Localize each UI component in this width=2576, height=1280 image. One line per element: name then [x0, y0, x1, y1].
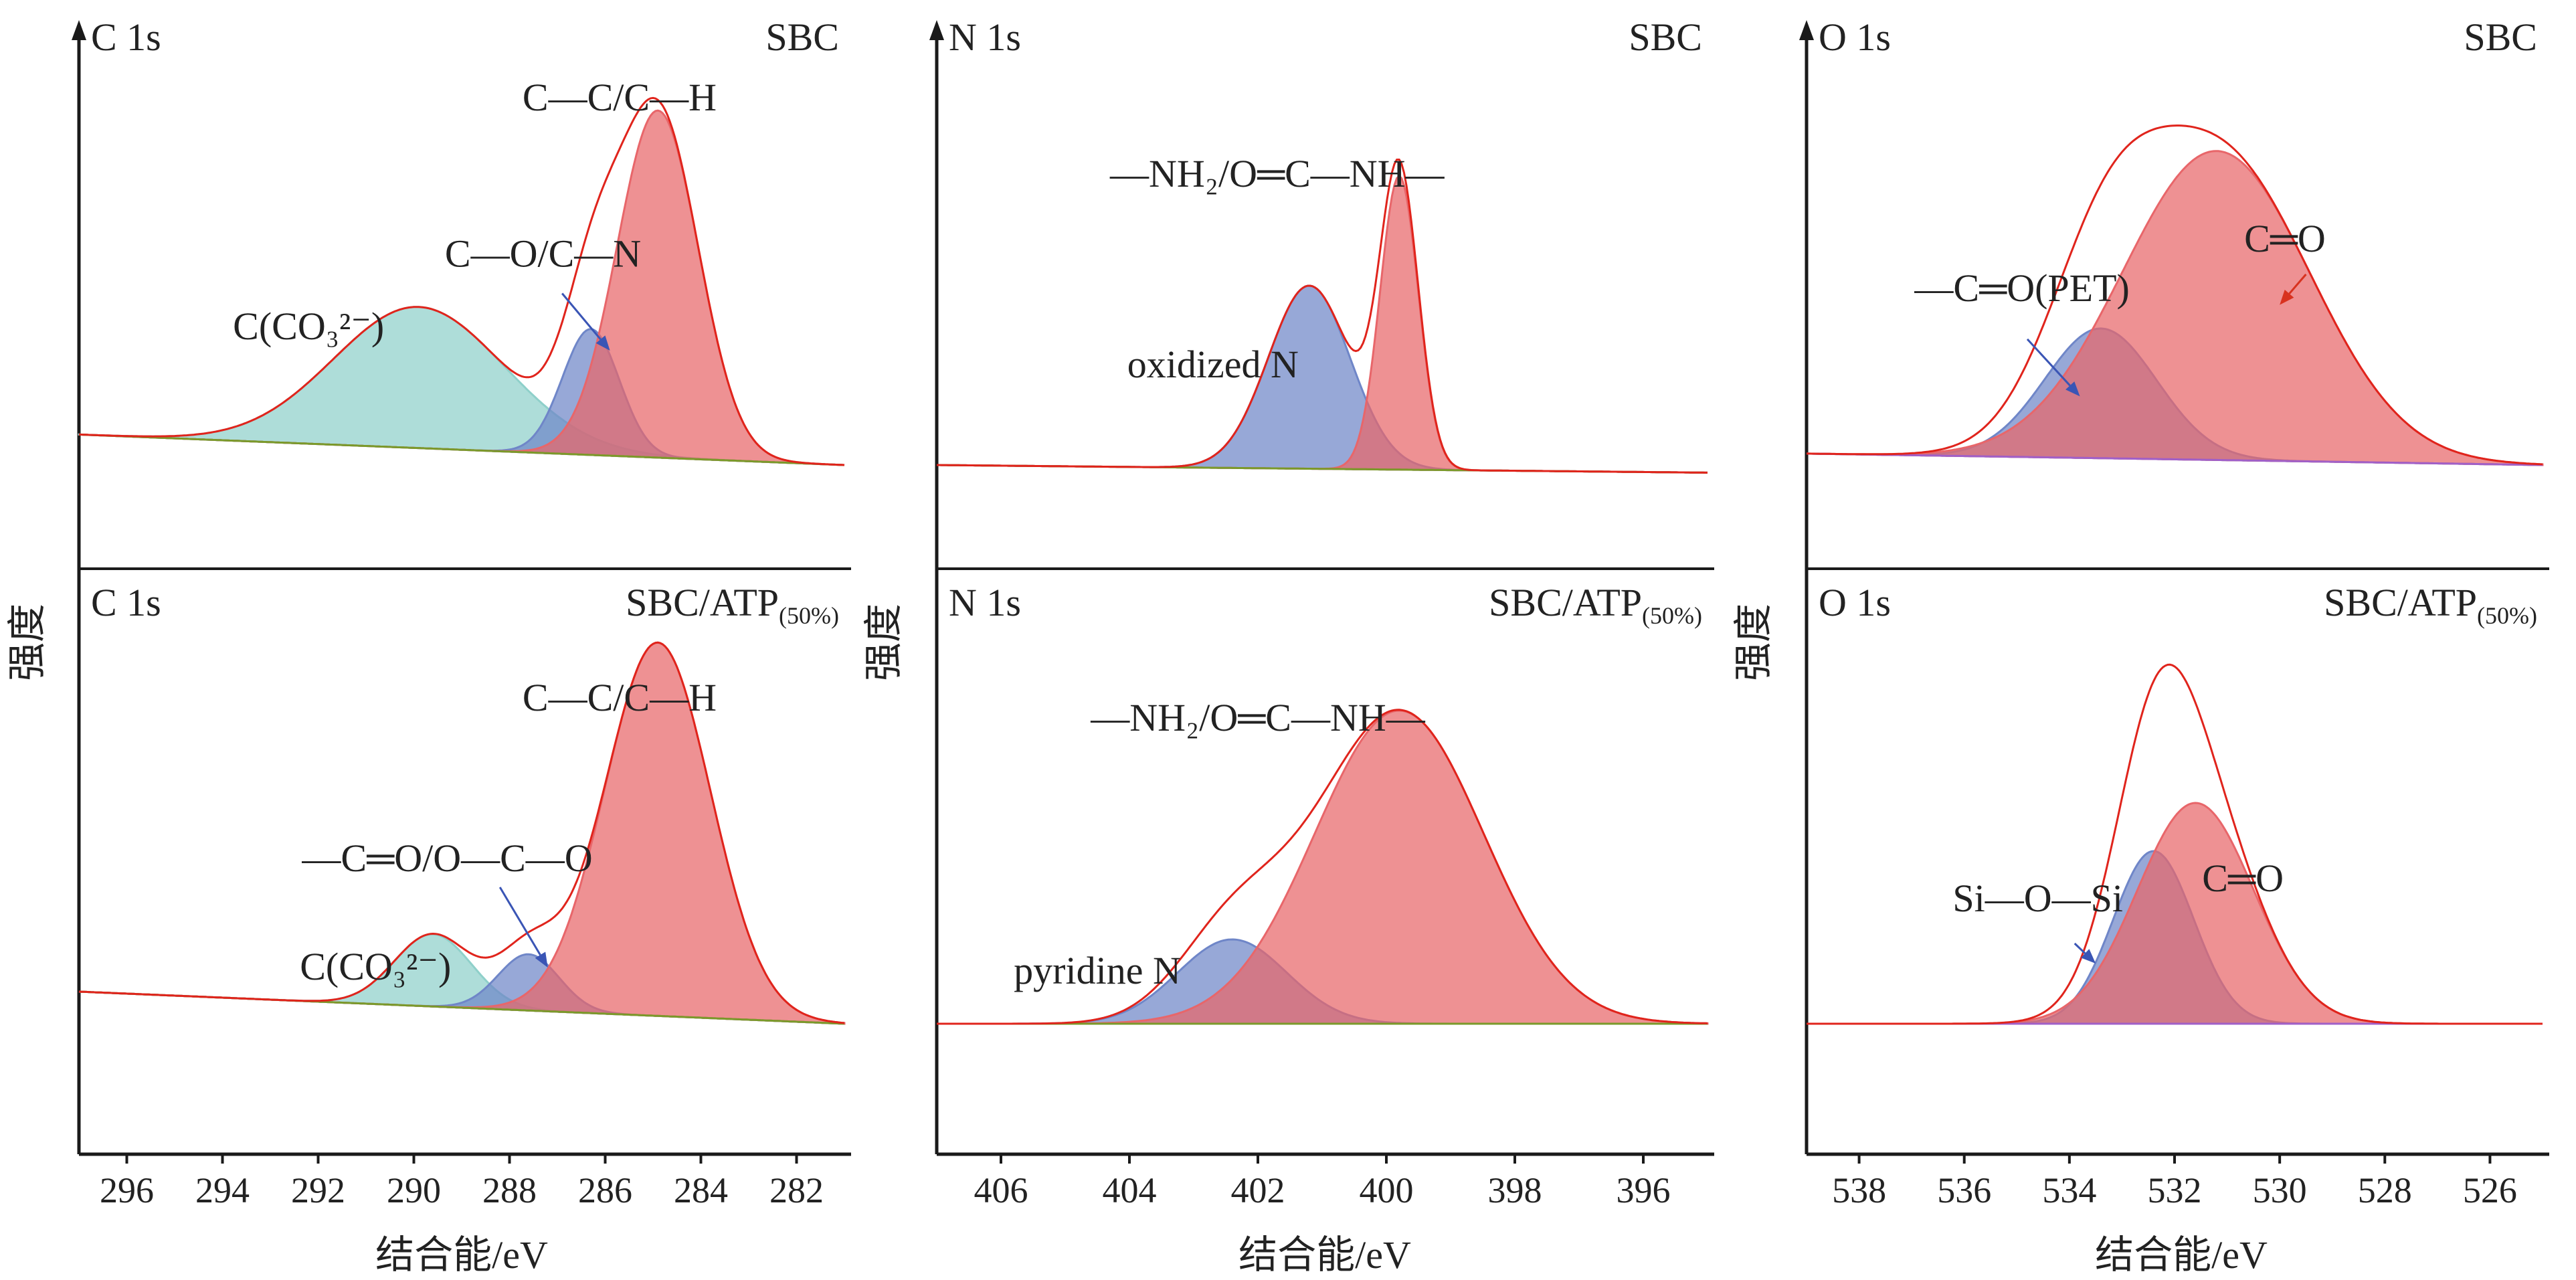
- x-axis-label: 结合能/eV: [1238, 1233, 1411, 1277]
- panel-c-1s-sbc-atp: C—C/C—H —C═O/O—C—O C(CO₃²⁻) C 1s SBC/ATP(50%…: [78, 581, 846, 1210]
- x-tick-label: 398: [1488, 1170, 1542, 1210]
- x-tick-label: 292: [291, 1170, 345, 1210]
- x-tick-label: 528: [2358, 1170, 2412, 1210]
- sample-label: SBC: [1629, 15, 1702, 59]
- sample-label: SBC: [2464, 15, 2537, 59]
- x-tick-label: 288: [482, 1170, 537, 1210]
- x-tick-label: 282: [769, 1170, 824, 1210]
- annotation-arrow: [2074, 942, 2096, 964]
- peak-annotation: —NH₂/O═C—NH—: [1109, 152, 1445, 195]
- panel-o-1s-sbc: C═O —C═O(PET) O 1s SBC: [1806, 15, 2544, 466]
- x-tick-label: 290: [387, 1170, 441, 1210]
- axis-column-1: [929, 20, 1714, 1156]
- peak-annotation: C—C/C—H: [523, 676, 717, 719]
- y-axis-label: 强度: [862, 604, 905, 681]
- peak-annotation: C═O: [2202, 856, 2284, 900]
- x-tick-label: 402: [1231, 1170, 1285, 1210]
- peak-annotation: C═O: [2244, 217, 2326, 260]
- envelope-curve: [937, 709, 1708, 1025]
- x-tick-label: 284: [674, 1170, 728, 1210]
- envelope-curve: [1807, 663, 2543, 1025]
- sample-label: SBC/ATP(50%): [1489, 581, 1702, 629]
- envelope-curve: [937, 158, 1708, 474]
- x-tick-label: 530: [2253, 1170, 2307, 1210]
- baseline-curve: [78, 433, 845, 466]
- peak-annotation: C—O/C—N: [445, 232, 641, 276]
- y-axis-arrow: [929, 20, 944, 40]
- peak-oxidized-n: [937, 284, 1708, 474]
- x-tick-label: 400: [1360, 1170, 1414, 1210]
- x-tick-label: 294: [195, 1170, 250, 1210]
- peak-annotation: C(CO₃²⁻): [300, 945, 451, 988]
- sample-label: SBC: [765, 15, 839, 59]
- sample-label: SBC/ATP(50%): [2324, 581, 2537, 629]
- y-axis-arrow: [1799, 20, 1814, 40]
- axis-column-0: [72, 20, 851, 1156]
- peak-annotation: —NH₂/O═C—NH—: [1090, 696, 1426, 739]
- x-tick-label: 286: [578, 1170, 632, 1210]
- element-label: N 1s: [949, 15, 1021, 59]
- panel-c-1s-sbc: C—C/C—H C—O/C—N C(CO₃²⁻) C 1s SBC: [78, 15, 845, 466]
- peak-annotation: —C═O(PET): [1914, 266, 2129, 310]
- annotation-arrow: [561, 292, 610, 351]
- peak-annotation: oxidized N: [1127, 343, 1299, 386]
- panel-n-1s-sbc-atp: —NH₂/O═C—NH— pyridine N N 1s SBC/ATP(50%) 40…: [937, 581, 1709, 1210]
- x-tick-label: 536: [1937, 1170, 1991, 1210]
- panel-n-1s-sbc: —NH₂/O═C—NH— oxidized N N 1s SBC: [937, 15, 1708, 474]
- peak-annotation: Si—O—Si: [1952, 877, 2123, 920]
- x-tick-label: 404: [1103, 1170, 1157, 1210]
- element-label: O 1s: [1819, 581, 1891, 624]
- x-tick-label: 534: [2042, 1170, 2096, 1210]
- x-tick-label: 526: [2463, 1170, 2517, 1210]
- element-label: N 1s: [949, 581, 1021, 624]
- peak-annotation: C—C/C—H: [523, 76, 717, 119]
- x-tick-label: 396: [1617, 1170, 1671, 1210]
- y-axis-label: 强度: [5, 604, 49, 681]
- annotation-arrow: [2026, 338, 2080, 397]
- x-axis-label: 结合能/eV: [375, 1233, 548, 1277]
- element-label: C 1s: [91, 15, 161, 59]
- peak-annotation: pyridine N: [1014, 949, 1181, 992]
- annotation-arrow: [498, 887, 548, 968]
- x-tick-label: 538: [1832, 1170, 1886, 1210]
- panel-o-1s-sbc-atp: C═O Si—O—Si O 1s SBC/ATP(50%) 538 536 534 532 53…: [1807, 581, 2543, 1210]
- element-label: O 1s: [1819, 15, 1891, 59]
- y-axis-arrow: [72, 20, 86, 40]
- envelope-curve: [78, 96, 845, 466]
- baseline-curve: [1806, 452, 2543, 466]
- annotation-arrow: [2280, 274, 2307, 305]
- peak-c-o: [1807, 802, 2543, 1025]
- x-tick-label: 296: [100, 1170, 154, 1210]
- x-tick-label: 532: [2148, 1170, 2202, 1210]
- x-tick-label: 406: [974, 1170, 1028, 1210]
- sample-label: SBC/ATP(50%): [626, 581, 839, 629]
- axis-column-2: [1799, 20, 2549, 1156]
- element-label: C 1s: [91, 581, 161, 624]
- peak-annotation: C(CO₃²⁻): [233, 304, 384, 348]
- x-axis-label: 结合能/eV: [2095, 1233, 2268, 1277]
- envelope-curve: [78, 641, 845, 1024]
- peak-annotation: —C═O/O—C—O: [301, 836, 592, 880]
- y-axis-label: 强度: [1732, 604, 1775, 681]
- envelope-curve: [1807, 124, 2543, 466]
